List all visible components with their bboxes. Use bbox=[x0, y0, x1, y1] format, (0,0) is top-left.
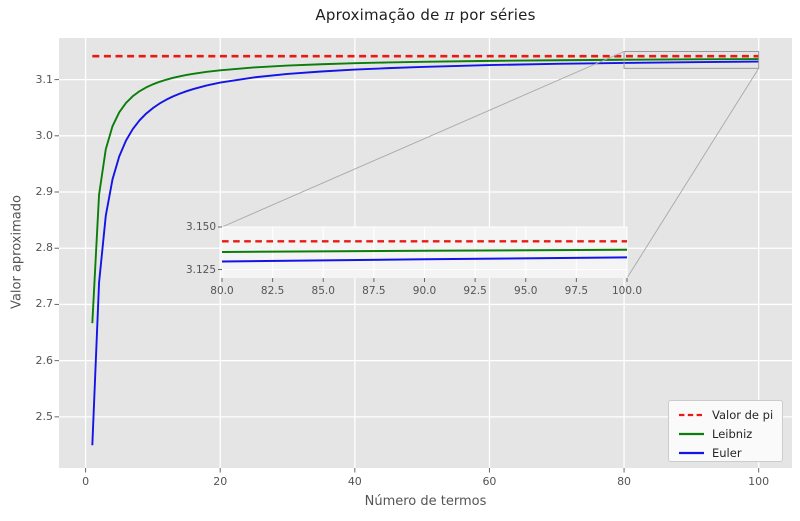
inset-x-tick-label: 87.5 bbox=[362, 285, 386, 297]
y-tick-label: 2.8 bbox=[35, 241, 54, 255]
zoom-connector-line bbox=[626, 68, 760, 279]
inset-y-tick-label: 3.125 bbox=[185, 263, 216, 276]
y-tick-label: 2.5 bbox=[35, 409, 54, 423]
inset-euler-curve bbox=[221, 256, 628, 263]
inset-x-tick-label: 92.5 bbox=[463, 285, 487, 297]
y-tick-label: 2.7 bbox=[35, 297, 54, 311]
legend-item-pi: Valor de pi bbox=[678, 405, 782, 424]
x-tick-label: 100 bbox=[748, 475, 770, 488]
zoom-connector-line bbox=[221, 51, 625, 228]
legend: Valor de pi Leibniz Euler bbox=[668, 400, 783, 462]
leibniz-curve bbox=[91, 58, 759, 324]
title-pi-symbol: π bbox=[444, 6, 455, 24]
zoom-indicator-rect bbox=[623, 50, 760, 69]
x-tick-label: 60 bbox=[482, 475, 497, 488]
x-tick-label: 40 bbox=[347, 475, 362, 488]
y-tick-label: 2.9 bbox=[35, 185, 54, 198]
inset-x-tick-label: 90.0 bbox=[412, 285, 437, 297]
legend-label-euler: Euler bbox=[712, 445, 742, 460]
y-tick-label: 3.1 bbox=[35, 72, 54, 86]
legend-item-leibniz: Leibniz bbox=[678, 424, 782, 443]
inset-leibniz-curve bbox=[221, 248, 628, 253]
x-tick-label: 20 bbox=[213, 475, 228, 488]
page-title: Aproximação de π por séries bbox=[59, 6, 792, 24]
y-tick-label: 3.0 bbox=[35, 128, 54, 142]
inset-x-tick-label: 95.0 bbox=[514, 285, 538, 297]
x-axis-label: Número de termos bbox=[364, 494, 487, 509]
euler-line-sample bbox=[679, 451, 704, 454]
inset-x-tick-label: 97.5 bbox=[564, 285, 589, 297]
x-tick-label: 0 bbox=[82, 475, 90, 488]
leibniz-line-sample bbox=[679, 432, 704, 435]
legend-label-leibniz: Leibniz bbox=[712, 426, 753, 441]
x-tick-label: 80 bbox=[617, 475, 632, 488]
y-tick-label: 2.6 bbox=[35, 353, 54, 367]
inset-x-tick-label: 85.0 bbox=[311, 285, 335, 297]
title-text-prefix: Aproximação de bbox=[315, 6, 445, 24]
title-text-suffix: por séries bbox=[454, 6, 536, 24]
inset-x-tick-label: 80.0 bbox=[210, 285, 234, 297]
pi-dashed-line-sample bbox=[679, 413, 704, 416]
inset-x-tick-label: 100.0 bbox=[611, 285, 643, 297]
legend-item-euler: Euler bbox=[678, 443, 782, 462]
legend-label-pi: Valor de pi bbox=[712, 407, 774, 422]
inset-y-tick-label: 3.150 bbox=[185, 221, 216, 233]
euler-curve bbox=[91, 60, 759, 446]
inset-x-tick-label: 82.5 bbox=[260, 285, 285, 297]
